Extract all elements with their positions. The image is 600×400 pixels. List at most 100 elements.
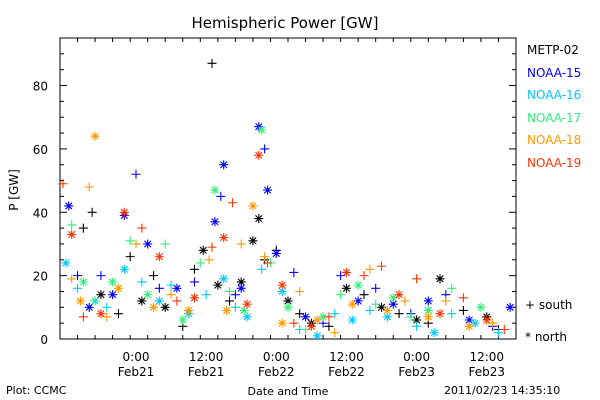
- north-point: [254, 214, 264, 224]
- north-point: [353, 296, 363, 306]
- south-point: [201, 290, 211, 300]
- north-point: [189, 293, 199, 303]
- south-point: [289, 267, 299, 277]
- legend: METP-02 NOAA-15 NOAA-16 NOAA-17 NOAA-18 NOAA-…: [527, 42, 581, 177]
- south-point: [137, 223, 147, 233]
- south-point: [260, 252, 270, 262]
- south-point: [90, 296, 100, 306]
- series-noaa-17: [67, 125, 486, 334]
- south-point: [102, 302, 112, 312]
- north-point: [277, 318, 287, 328]
- x-tick-label-date: Feb22: [258, 365, 295, 379]
- north-point: [84, 302, 94, 312]
- south-point: [84, 182, 94, 192]
- south-point: [113, 309, 123, 319]
- south-point: [441, 296, 451, 306]
- legend-entry-metp-02: METP-02: [527, 43, 579, 57]
- north-point: [283, 302, 293, 312]
- south-point: [131, 169, 141, 179]
- south-point: [447, 309, 457, 319]
- north-point: [388, 299, 398, 309]
- south-point: [78, 312, 88, 322]
- south-point: [125, 236, 135, 246]
- north-point: [382, 312, 392, 322]
- plot-frame: [59, 37, 517, 340]
- south-point: [207, 242, 217, 252]
- x-tick-label-date: Feb23: [469, 365, 506, 379]
- series-metp-02: [78, 58, 503, 334]
- south-point: [204, 255, 214, 265]
- y-tick-label: 80: [33, 80, 48, 94]
- north-symbol-label: * north: [525, 330, 568, 344]
- north-point: [435, 309, 445, 319]
- south-point: [172, 296, 182, 306]
- north-point: [476, 302, 486, 312]
- south-point: [125, 252, 135, 262]
- south-point: [406, 312, 416, 322]
- legend-entry-noaa-17: NOAA-17: [527, 110, 582, 125]
- south-point: [230, 290, 240, 300]
- x-tick-label-time: 0:00: [263, 350, 290, 364]
- north-point: [347, 299, 357, 309]
- north-point: [470, 318, 480, 328]
- south-point: [336, 290, 346, 300]
- south-point: [324, 312, 334, 322]
- north-point: [210, 185, 220, 195]
- south-point: [330, 328, 340, 338]
- north-point: [137, 296, 147, 306]
- y-tick-label: 60: [33, 143, 48, 157]
- north-point: [149, 302, 159, 312]
- x-tick-label-time: 0:00: [123, 350, 150, 364]
- south-point: [289, 318, 299, 328]
- north-point: [119, 264, 129, 274]
- north-point: [178, 315, 188, 325]
- south-point: [67, 220, 77, 230]
- north-point: [172, 283, 182, 293]
- north-point: [254, 150, 264, 160]
- north-point: [108, 290, 118, 300]
- north-point: [312, 315, 322, 325]
- south-point: [166, 290, 176, 300]
- x-tick-label-time: 12:00: [329, 350, 364, 364]
- south-point: [195, 258, 205, 268]
- x-axis: 0:00Feb2112:00Feb210:00Feb2212:00Feb220:…: [59, 38, 517, 379]
- north-point: [242, 299, 252, 309]
- north-point: [96, 290, 106, 300]
- south-point: [160, 239, 170, 249]
- south-point: [330, 309, 340, 319]
- south-point: [371, 299, 381, 309]
- north-point: [143, 290, 153, 300]
- north-point: [210, 217, 220, 227]
- north-point: [198, 245, 208, 255]
- north-point: [257, 125, 267, 135]
- south-point: [78, 223, 88, 233]
- south-point: [447, 283, 457, 293]
- north-point: [219, 160, 229, 170]
- south-point: [295, 286, 305, 296]
- south-point: [458, 305, 468, 315]
- series-noaa-18: [67, 131, 498, 338]
- north-point: [423, 312, 433, 322]
- south-point: [225, 286, 235, 296]
- north-point: [219, 274, 229, 284]
- data-points: [58, 58, 515, 341]
- north-point: [318, 312, 328, 322]
- south-point: [394, 309, 404, 319]
- series-noaa-19: [58, 150, 509, 334]
- south-point: [96, 271, 106, 281]
- x-tick-label-time: 0:00: [403, 350, 430, 364]
- north-point: [248, 201, 258, 211]
- north-point: [263, 185, 273, 195]
- south-point: [73, 271, 83, 281]
- legend-entry-noaa-19: NOAA-19: [527, 155, 582, 170]
- south-point: [189, 277, 199, 287]
- north-point: [341, 283, 351, 293]
- south-point: [499, 324, 509, 334]
- south-point: [412, 274, 422, 284]
- south-point: [225, 296, 235, 306]
- south-point: [257, 264, 267, 274]
- x-tick-label-date: Feb21: [118, 365, 155, 379]
- south-point: [400, 296, 410, 306]
- south-point: [377, 261, 387, 271]
- south-point: [227, 198, 237, 208]
